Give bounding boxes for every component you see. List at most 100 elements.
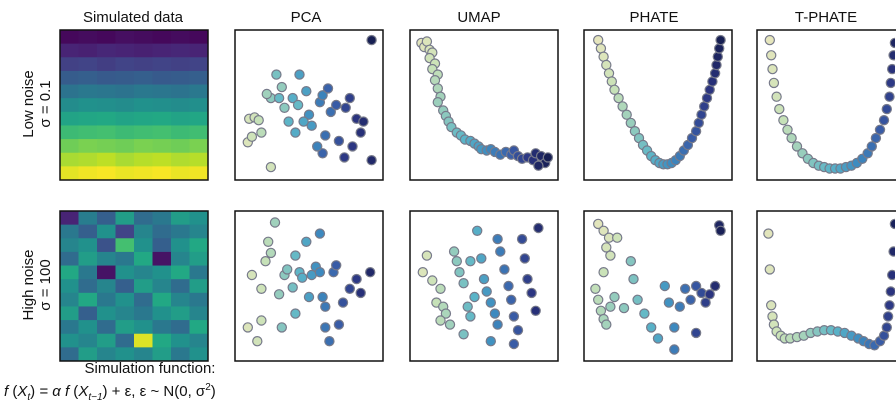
scatter-point	[685, 294, 696, 305]
scatter-point	[887, 63, 895, 75]
heatmap-cell	[152, 211, 172, 226]
scatter-point	[366, 34, 377, 46]
scatter-point	[669, 344, 680, 355]
heatmap-cell	[171, 306, 190, 321]
heatmap-cell	[78, 211, 98, 226]
panel-pca-high-noise	[234, 210, 384, 362]
heatmap-cell	[152, 292, 172, 307]
scatter-point	[605, 301, 616, 312]
row-label-low-noise-sigma: σ = 0.1	[37, 80, 54, 127]
scatter-point	[263, 236, 274, 247]
scatter-point	[533, 222, 544, 234]
heatmap-cell	[189, 84, 209, 99]
scatter-point	[256, 315, 267, 326]
heatmap-cell	[171, 98, 190, 113]
heatmap-cell	[78, 166, 98, 181]
panel-frame	[583, 210, 733, 362]
scatter-point	[881, 103, 893, 115]
row-label-high-noise: High noise σ = 100	[20, 250, 54, 321]
scatter-point	[885, 286, 895, 297]
scatter-point	[290, 308, 301, 319]
heatmap-cell	[189, 292, 209, 307]
scatter-point	[351, 273, 362, 285]
heatmap-cell	[134, 30, 153, 45]
heatmap-cell	[115, 306, 135, 321]
scatter-point	[320, 130, 331, 141]
scatter-point	[303, 109, 315, 120]
heatmap-cell	[189, 279, 209, 294]
scatter-point	[489, 308, 501, 319]
scatter-point	[444, 319, 456, 330]
heatmap-cell	[152, 224, 172, 239]
heatmap-cell	[189, 98, 209, 113]
heatmap-cell	[78, 70, 98, 85]
heatmap-cell	[152, 251, 172, 266]
heatmap-cell	[78, 279, 98, 294]
heatmap-cell	[115, 57, 135, 72]
heatmap-cell	[60, 152, 79, 167]
scatter-point	[625, 256, 637, 267]
heatmap-cell	[189, 320, 209, 335]
column-title-umap: UMAP	[457, 9, 500, 26]
heatmap-cell	[134, 320, 153, 335]
heatmap-cell	[97, 70, 116, 85]
scatter-point	[492, 233, 503, 245]
scatter-point	[763, 228, 774, 239]
heatmap-cell	[134, 43, 153, 58]
scatter-point	[590, 283, 601, 294]
heatmap-cell	[152, 84, 172, 99]
heatmap-cell	[115, 224, 135, 239]
scatter-point	[365, 267, 376, 278]
scatter-point	[287, 282, 298, 293]
heatmap-cell	[115, 70, 135, 85]
heatmap-cell	[60, 211, 79, 226]
row-label-high-noise-name: High noise	[20, 250, 37, 321]
scatter-point	[458, 278, 469, 289]
heatmap-cell	[115, 279, 135, 294]
heatmap-cell	[189, 224, 209, 239]
scatter-point	[881, 322, 893, 333]
heatmap-cell	[115, 98, 135, 113]
scatter-point	[265, 247, 277, 259]
scatter-point	[287, 92, 298, 104]
heatmap-cell	[97, 43, 116, 58]
heatmap-cell	[115, 211, 135, 226]
scatter-point	[421, 250, 433, 261]
heatmap-cell	[134, 57, 153, 72]
scatter-point	[355, 287, 366, 299]
heatmap-cell	[78, 347, 98, 362]
heatmap-cell	[171, 211, 190, 226]
scatter-point	[598, 267, 609, 278]
scatter-point	[887, 269, 895, 281]
heatmap-cell	[171, 111, 190, 126]
scatter-point	[888, 50, 895, 61]
heatmap-cell	[78, 43, 98, 58]
panel-background	[410, 211, 558, 361]
heatmap-cell	[189, 333, 209, 348]
scatter-point	[283, 116, 294, 127]
scatter-point	[508, 311, 520, 322]
heatmap-cell	[60, 139, 79, 154]
scatter-point	[889, 218, 895, 230]
scatter-point	[884, 300, 895, 311]
scatter-point	[355, 127, 366, 138]
heatmap-cell	[189, 152, 209, 167]
scatter-point	[469, 291, 480, 303]
scatter-point	[669, 322, 680, 333]
scatter-point	[618, 302, 630, 314]
heatmap-cell	[134, 84, 153, 99]
heatmap-cell	[152, 98, 172, 113]
panel-umap-low-noise	[409, 29, 559, 181]
scatter-point	[485, 336, 496, 347]
heatmap-cell	[115, 292, 135, 307]
heatmap-cell	[78, 111, 98, 126]
heatmap-cell	[60, 84, 79, 99]
heatmap-cell	[78, 292, 98, 307]
heatmap-cell	[134, 125, 153, 140]
scatter-point	[273, 289, 285, 300]
scatter-point	[358, 116, 369, 127]
heatmap-cell	[115, 139, 135, 154]
panel-t-phate-high-noise	[756, 210, 896, 362]
heatmap-cell	[97, 279, 116, 294]
scatter-points	[242, 34, 377, 173]
